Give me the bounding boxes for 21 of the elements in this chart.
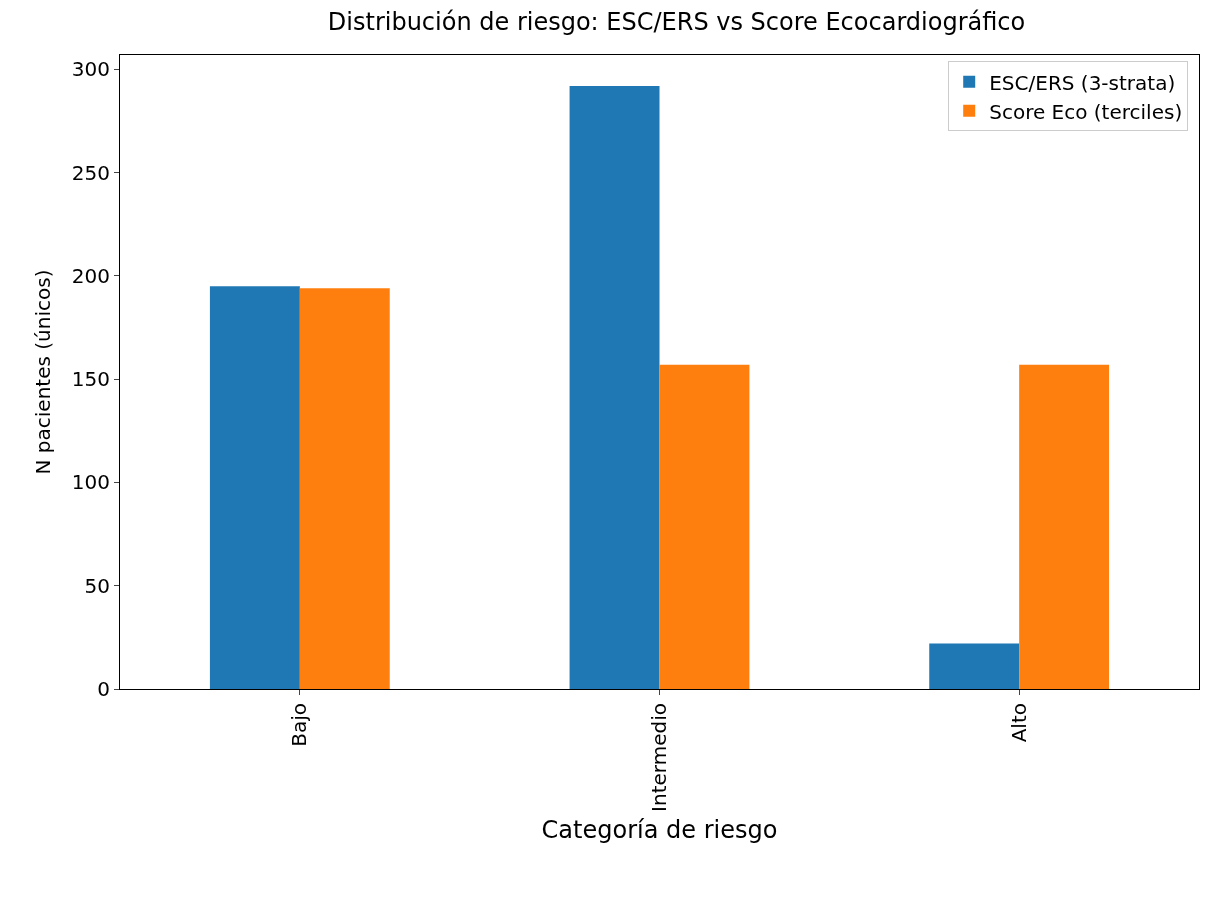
bar <box>209 286 300 689</box>
x-tick-label: Bajo <box>287 703 312 747</box>
x-axis-title: Categoría de riesgo <box>541 816 778 845</box>
chart-title: Distribución de riesgo: ESC/ERS vs Score Ecocardiográfico <box>327 8 1026 37</box>
x-tick-label: Intermedio <box>647 703 671 812</box>
y-tick-label: 0 <box>97 677 110 701</box>
bar <box>929 643 1020 689</box>
bar <box>569 85 660 689</box>
y-tick-label: 300 <box>71 57 110 82</box>
legend-label: Score Eco (terciles) <box>989 99 1183 124</box>
y-axis-title: N pacientes (únicos) <box>31 269 56 475</box>
bar <box>659 364 750 689</box>
x-tick-label: Alto <box>1006 703 1031 743</box>
y-tick-label: 250 <box>71 160 110 185</box>
y-tick-label: 150 <box>71 367 110 392</box>
y-tick-label: 200 <box>71 263 110 288</box>
bar <box>299 288 390 689</box>
bar <box>1019 364 1110 689</box>
legend-label: ESC/ERS (3-strata) <box>989 70 1176 95</box>
y-tick-label: 50 <box>84 573 110 598</box>
y-tick-label: 100 <box>71 470 110 495</box>
